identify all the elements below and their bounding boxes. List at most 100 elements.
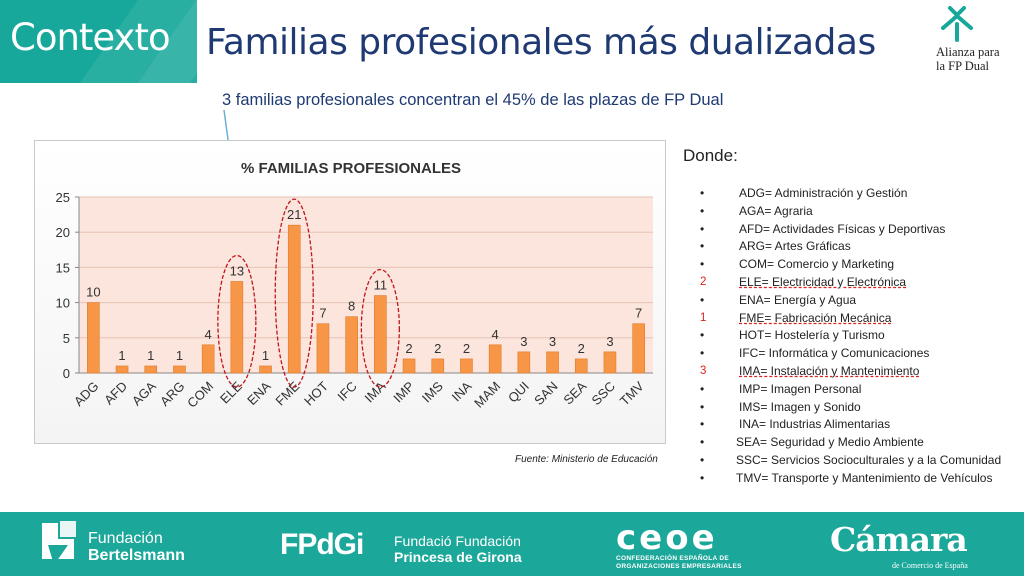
- x-tick-label: ADG: [71, 379, 102, 410]
- fundacion-bertelsmann-logo: Fundación Bertelsmann: [38, 517, 208, 571]
- y-tick-label: 10: [56, 296, 70, 311]
- ceoe-line1: CONFEDERACIÓN ESPAÑOLA DE: [616, 555, 729, 562]
- legend-item-text: COM= Comercio y Marketing: [739, 257, 895, 272]
- legend-item-text: IMA= Instalación y Mantenimiento: [739, 363, 920, 378]
- x-tick-label: IMP: [390, 379, 417, 406]
- data-label: 3: [520, 334, 527, 349]
- bar-fme: [287, 224, 301, 374]
- legend-rank-number: 1: [700, 311, 707, 324]
- legend-item-text: SSC= Servicios Socioculturales y a la Co…: [736, 452, 1002, 467]
- x-tick-label: IMA: [362, 378, 389, 405]
- legend-item-text: ELE= Electricidad y Electrónica: [739, 274, 907, 289]
- subtitle: 3 familias profesionales concentran el 4…: [222, 91, 724, 109]
- alianza-logo: Alianza para la FP Dual: [934, 4, 1020, 80]
- data-label: 2: [405, 341, 412, 356]
- legend-item-text: IFC= Informática y Comunicaciones: [739, 346, 930, 361]
- x-tick-label: MAM: [471, 379, 503, 411]
- camara-comercio-logo: Cámara de Comercio de España: [828, 517, 998, 571]
- legend-bullet: •: [700, 346, 705, 361]
- legend-bullet: •: [700, 328, 705, 343]
- bar-ifc: [345, 316, 358, 374]
- legend-rank-number: 2: [700, 275, 707, 288]
- legend-heading: Donde:: [683, 146, 738, 165]
- x-tick-label: IMS: [419, 378, 446, 405]
- bar-tmv: [632, 323, 645, 374]
- camara-mark: Cámara: [830, 520, 968, 559]
- bar-aga: [144, 365, 158, 374]
- x-tick-label: QUI: [505, 379, 532, 406]
- x-tick-label: SAN: [531, 379, 561, 409]
- alianza-logo-text: Alianza para la FP Dual: [936, 45, 1000, 73]
- legend-bullet: •: [700, 435, 705, 450]
- bertelsmann-mark-icon: [42, 521, 76, 565]
- legend-bullet: •: [700, 381, 705, 396]
- legend-bullet: •: [700, 452, 705, 467]
- alianza-logo-line1: Alianza para: [936, 45, 1000, 59]
- bar-adg: [87, 302, 100, 374]
- bertelsmann-line2: Bertelsmann: [88, 547, 185, 564]
- ceoe-line2: ORGANIZACIONES EMPRESARIALES: [616, 563, 742, 570]
- legend-bullet: •: [700, 239, 705, 254]
- y-tick-label: 0: [63, 366, 70, 381]
- legend-item-text: SEA= Seguridad y Medio Ambiente: [736, 435, 924, 450]
- data-label: 4: [205, 327, 212, 342]
- page-title: Familias profesionales más dualizadas: [206, 22, 876, 63]
- alianza-logo-line2: la FP Dual: [936, 59, 990, 73]
- data-label: 10: [86, 285, 100, 300]
- legend-item-text: INA= Industrias Alimentarias: [739, 417, 891, 432]
- y-tick-label: 25: [56, 190, 70, 205]
- footer-bar: Fundación Bertelsmann FPdGi Fundació Fun…: [0, 512, 1024, 576]
- legend-item-text: ADG= Administración y Gestión: [739, 186, 908, 200]
- legend-bullet: •: [700, 186, 705, 200]
- data-label: 7: [635, 306, 642, 321]
- bertelsmann-line1: Fundación: [88, 530, 163, 547]
- legend-item-text: TMV= Transporte y Mantenimiento de Vehíc…: [736, 470, 993, 485]
- bar-ims: [431, 358, 445, 374]
- data-label: 4: [492, 327, 499, 342]
- bar-imp: [402, 358, 416, 374]
- x-tick-label: HOT: [301, 378, 331, 408]
- legend-bullet: •: [700, 417, 705, 432]
- fpdgi-name: Fundació Fundación Princesa de Girona: [394, 533, 522, 565]
- x-tick-label: SSC: [589, 379, 619, 409]
- data-label: 2: [578, 341, 585, 356]
- highlight-ring: [360, 268, 401, 388]
- data-label: 21: [287, 207, 301, 222]
- legend-bullet: •: [700, 221, 705, 236]
- bar-ena: [259, 365, 272, 374]
- x-tick-label: TMV: [617, 378, 647, 408]
- legend-item-text: AGA= Agraria: [739, 203, 813, 218]
- bar-mam: [488, 344, 502, 374]
- x-tick-label: ELE: [217, 378, 245, 406]
- bar-com: [201, 344, 215, 374]
- y-tick-label: 15: [56, 260, 70, 275]
- fpdgi-logo: FPdGi Fundació Fundación Princesa de Gir…: [280, 522, 540, 566]
- x-tick-label: IFC: [334, 379, 359, 404]
- legend-item-text: IMP= Imagen Personal: [739, 381, 862, 396]
- bar-hot: [316, 323, 330, 374]
- data-label: 13: [230, 263, 244, 278]
- legend-item-text: ARG= Artes Gráficas: [739, 239, 851, 254]
- data-label: 2: [463, 341, 470, 356]
- fpdgi-line2: Princesa de Girona: [394, 549, 522, 565]
- bar-qui: [517, 351, 531, 374]
- ceoe-logo: ceoe CONFEDERACIÓN ESPAÑOLA DE ORGANIZAC…: [614, 518, 750, 571]
- chart-title: % FAMILIAS PROFESIONALES: [241, 160, 461, 177]
- data-label: 7: [319, 306, 326, 321]
- legend-bullet: •: [700, 470, 705, 485]
- data-label: 2: [434, 341, 441, 356]
- section-tag-label: Contexto: [10, 16, 171, 59]
- bar-chart: % FAMILIAS PROFESIONALES 0 5 10 15 20 25 10 ADG 1…: [56, 160, 653, 411]
- x-tick-label: COM: [184, 379, 216, 411]
- bar-sea: [574, 358, 588, 374]
- x-tick-label: FME: [272, 378, 302, 408]
- legend-bullet: •: [700, 399, 705, 414]
- legend-item-text: FME= Fabricación Mecánica: [739, 310, 892, 325]
- data-label: 1: [262, 348, 269, 363]
- fpdgi-line1: Fundació Fundación: [394, 533, 521, 549]
- legend-rank-number: 3: [700, 364, 707, 377]
- legend-item-text: IMS= Imagen y Sonido: [739, 399, 861, 414]
- ceoe-name: CONFEDERACIÓN ESPAÑOLA DE ORGANIZACIONES…: [616, 555, 742, 571]
- ceoe-mark: ceoe: [616, 518, 718, 558]
- bar-ele: [230, 281, 244, 374]
